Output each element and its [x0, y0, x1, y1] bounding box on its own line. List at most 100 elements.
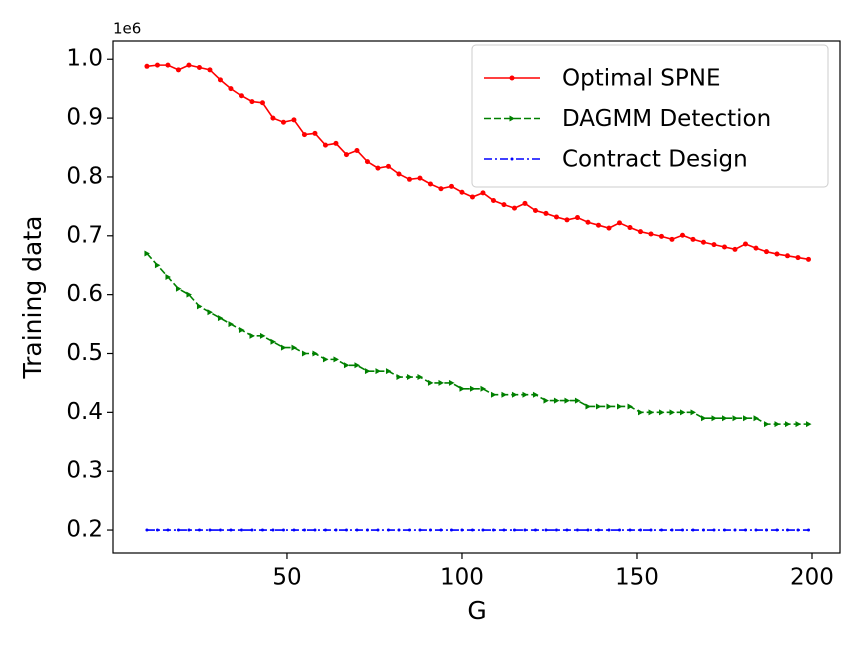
data-point — [406, 374, 413, 381]
data-point — [196, 303, 203, 310]
y-tick-label: 0.7 — [66, 222, 103, 248]
data-point — [543, 210, 549, 216]
data-point — [532, 207, 538, 213]
data-point — [354, 147, 360, 153]
data-point — [217, 77, 223, 83]
data-point — [775, 528, 779, 532]
data-point — [438, 379, 444, 386]
y-tick-label: 0.2 — [66, 517, 103, 543]
data-point — [553, 397, 560, 404]
data-point — [323, 528, 327, 532]
y-tick-label: 1.0 — [66, 46, 103, 72]
data-point — [260, 528, 264, 532]
data-point — [302, 528, 306, 532]
data-point — [585, 219, 591, 225]
data-point — [386, 528, 390, 532]
data-point — [501, 202, 507, 208]
data-point — [712, 528, 716, 532]
data-point — [228, 321, 234, 328]
data-point — [376, 528, 380, 532]
data-point — [490, 197, 496, 203]
data-point — [586, 528, 590, 532]
y-tick-label: 0.8 — [66, 163, 103, 189]
legend-marker — [509, 115, 515, 122]
data-point — [680, 528, 684, 532]
data-point — [280, 119, 286, 125]
data-point — [564, 217, 570, 223]
data-point — [448, 379, 455, 386]
line — [146, 252, 809, 425]
data-point — [418, 528, 422, 532]
legend-box — [471, 44, 829, 188]
data-point — [291, 117, 297, 123]
x-tick-label: 100 — [440, 565, 484, 591]
y-tick-label: 0.4 — [66, 399, 103, 425]
data-point — [522, 200, 528, 206]
data-point — [354, 362, 360, 369]
data-point — [322, 142, 328, 148]
data-point — [669, 236, 675, 242]
data-point — [491, 528, 495, 532]
data-point — [690, 236, 696, 242]
data-point — [460, 528, 464, 532]
data-point — [649, 528, 653, 532]
data-point — [616, 403, 623, 410]
data-point — [197, 528, 201, 532]
data-point — [417, 374, 423, 381]
data-point — [427, 379, 434, 386]
data-point — [459, 189, 465, 195]
x-axis-label: G — [467, 596, 486, 625]
data-point — [711, 242, 717, 248]
legend-marker — [509, 75, 515, 81]
data-point — [700, 239, 706, 245]
data-point — [217, 315, 224, 322]
data-point — [554, 528, 558, 532]
data-point — [606, 225, 612, 231]
data-point — [229, 528, 233, 532]
data-point — [280, 344, 287, 351]
data-point — [144, 63, 150, 69]
data-point — [700, 415, 707, 422]
data-point — [312, 130, 318, 136]
data-point — [574, 397, 581, 404]
data-point — [774, 421, 780, 428]
data-point — [490, 391, 497, 398]
data-point — [795, 421, 801, 428]
data-point — [469, 385, 476, 392]
data-point — [753, 245, 759, 251]
data-point — [218, 528, 222, 532]
y-tick-label: 0.5 — [66, 340, 103, 366]
x-tick-label: 200 — [790, 565, 834, 591]
x-tick-label: 50 — [272, 565, 301, 591]
data-point — [742, 415, 749, 422]
data-point — [669, 409, 675, 416]
data-point — [396, 374, 402, 381]
data-point — [270, 338, 276, 345]
data-point — [175, 285, 182, 292]
data-point — [501, 391, 507, 398]
data-point — [565, 528, 569, 532]
data-point — [364, 368, 371, 375]
data-point — [679, 409, 686, 416]
data-point — [166, 528, 170, 532]
data-point — [396, 171, 402, 177]
data-point — [711, 415, 717, 422]
data-point — [470, 528, 474, 532]
data-point — [606, 403, 612, 410]
data-point — [364, 159, 370, 165]
data-point — [301, 132, 307, 138]
data-point — [375, 165, 381, 171]
data-point — [796, 528, 800, 532]
data-point — [480, 190, 486, 196]
data-point — [439, 528, 443, 532]
data-point — [754, 528, 758, 532]
data-point — [722, 528, 726, 532]
data-point — [596, 528, 600, 532]
data-point — [691, 528, 695, 532]
data-point — [175, 67, 181, 73]
data-point — [785, 528, 789, 532]
y-tick-label: 0.3 — [66, 458, 103, 484]
data-point — [721, 415, 728, 422]
data-point — [333, 356, 339, 363]
